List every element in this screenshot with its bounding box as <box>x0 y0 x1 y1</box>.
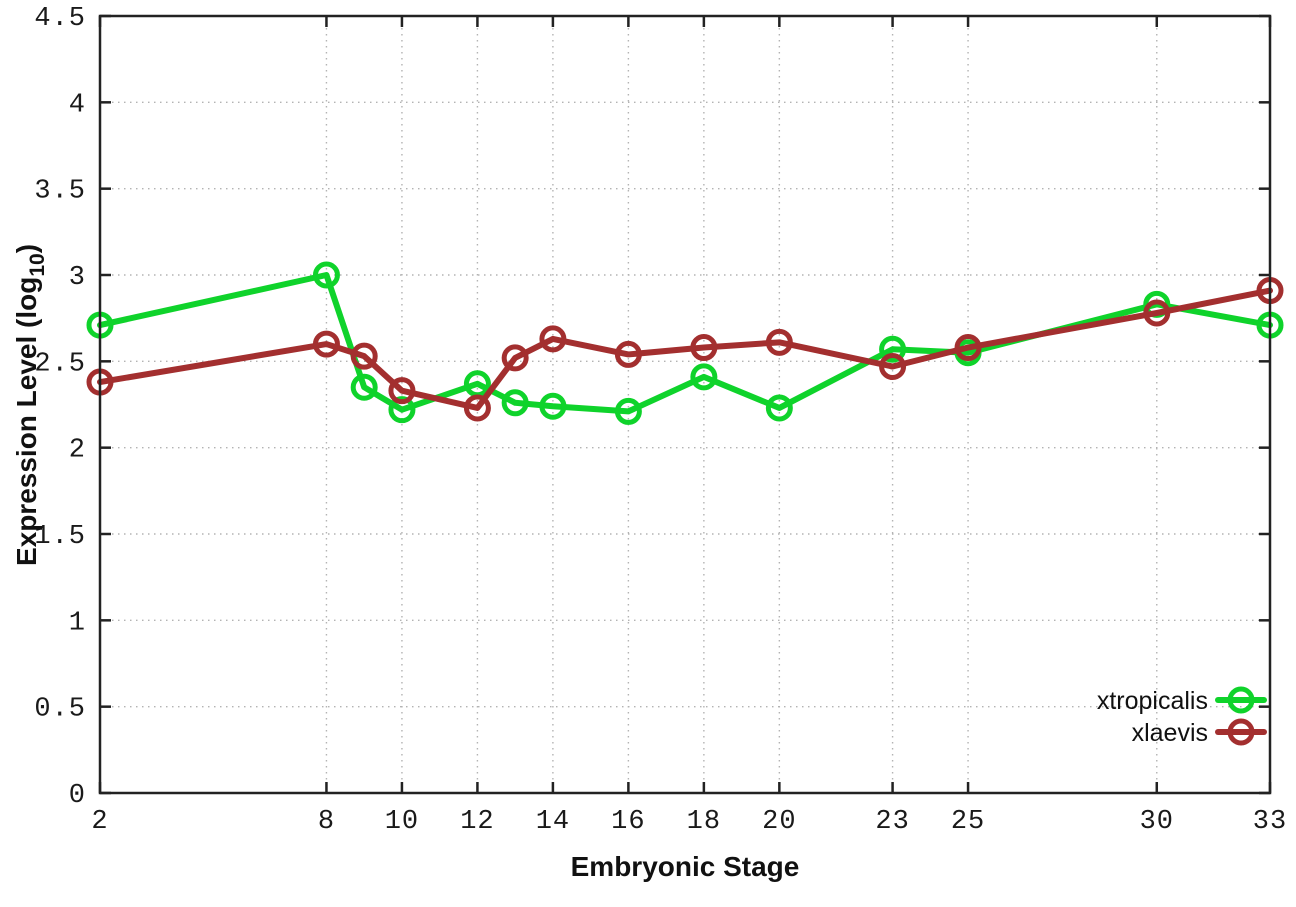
x-tick-label: 33 <box>1253 807 1287 837</box>
legend-marker-layer <box>1215 686 1267 746</box>
x-tick-label: 23 <box>875 807 909 837</box>
legend-label-xlaevis: xlaevis <box>1132 719 1208 747</box>
y-tick-label: 0.5 <box>34 695 86 725</box>
x-tick-label: 30 <box>1140 807 1174 837</box>
data-point-xtropicalis <box>765 394 793 422</box>
y-axis-title-main: Expression Level (log <box>11 277 42 566</box>
data-point-xlaevis <box>463 394 491 422</box>
data-point-xlaevis <box>879 353 907 381</box>
data-point-xtropicalis <box>388 396 416 424</box>
y-tick-label: 3.5 <box>34 177 86 207</box>
data-point-xlaevis <box>765 328 793 356</box>
data-point-xlaevis <box>312 330 340 358</box>
data-point-xlaevis <box>690 334 718 362</box>
y-axis-title-close: ) <box>11 244 42 253</box>
plot-border <box>98 14 1272 795</box>
tick-label-layer: 2 8 10 12 14 16 18 20 23 25 30 33 0 0.5 1 1.5 2 2.5 3 3.5 4 4… <box>34 4 1287 837</box>
x-tick-label: 18 <box>687 807 721 837</box>
data-point-xtropicalis <box>312 261 340 289</box>
x-tick-label: 16 <box>611 807 645 837</box>
data-point-xtropicalis <box>350 373 378 401</box>
y-tick-label: 4.5 <box>34 4 86 34</box>
grid-layer <box>100 16 1270 793</box>
series-layer <box>86 261 1284 425</box>
data-point-xlaevis <box>501 344 529 372</box>
x-tick-label: 10 <box>385 807 419 837</box>
plot-frame <box>98 14 1272 795</box>
x-tick-label: 25 <box>951 807 985 837</box>
data-point-xlaevis <box>539 325 567 353</box>
y-tick-label: 1 <box>69 608 86 638</box>
x-tick-label: 8 <box>318 807 335 837</box>
legend-label-xtropicalis: xtropicalis <box>1097 687 1208 715</box>
data-point-xtropicalis <box>539 392 567 420</box>
x-axis-title: Embryonic Stage <box>571 851 800 882</box>
x-tick-label: 12 <box>460 807 494 837</box>
y-tick-label: 3 <box>69 263 86 293</box>
x-tick-label: 2 <box>91 807 108 837</box>
y-tick-label: 4 <box>69 90 86 120</box>
x-tick-label: 20 <box>762 807 796 837</box>
data-point-xlaevis <box>388 377 416 405</box>
data-point-xlaevis <box>350 342 378 370</box>
data-point-xlaevis <box>614 340 642 368</box>
y-axis-title: Expression Level (log10) <box>11 244 49 566</box>
y-tick-label: 1.5 <box>34 522 86 552</box>
legend-marker-xtropicalis <box>1227 686 1255 714</box>
data-point-xtropicalis <box>879 335 907 363</box>
data-point-xtropicalis <box>614 397 642 425</box>
data-point-xtropicalis <box>501 389 529 417</box>
y-tick-label: 2 <box>69 436 86 466</box>
legend-marker-xlaevis <box>1227 718 1255 746</box>
data-point-xtropicalis <box>690 363 718 391</box>
data-point-xlaevis <box>1143 299 1171 327</box>
series-line-xlaevis <box>97 287 1273 411</box>
tick-layer <box>98 14 1272 795</box>
y-tick-label: 2.5 <box>34 349 86 379</box>
y-axis-title-subscript: 10 <box>26 253 49 276</box>
data-point-xlaevis <box>954 334 982 362</box>
x-tick-label: 14 <box>536 807 570 837</box>
y-tick-label: 0 <box>69 781 86 811</box>
series-line-xtropicalis <box>97 272 1273 415</box>
